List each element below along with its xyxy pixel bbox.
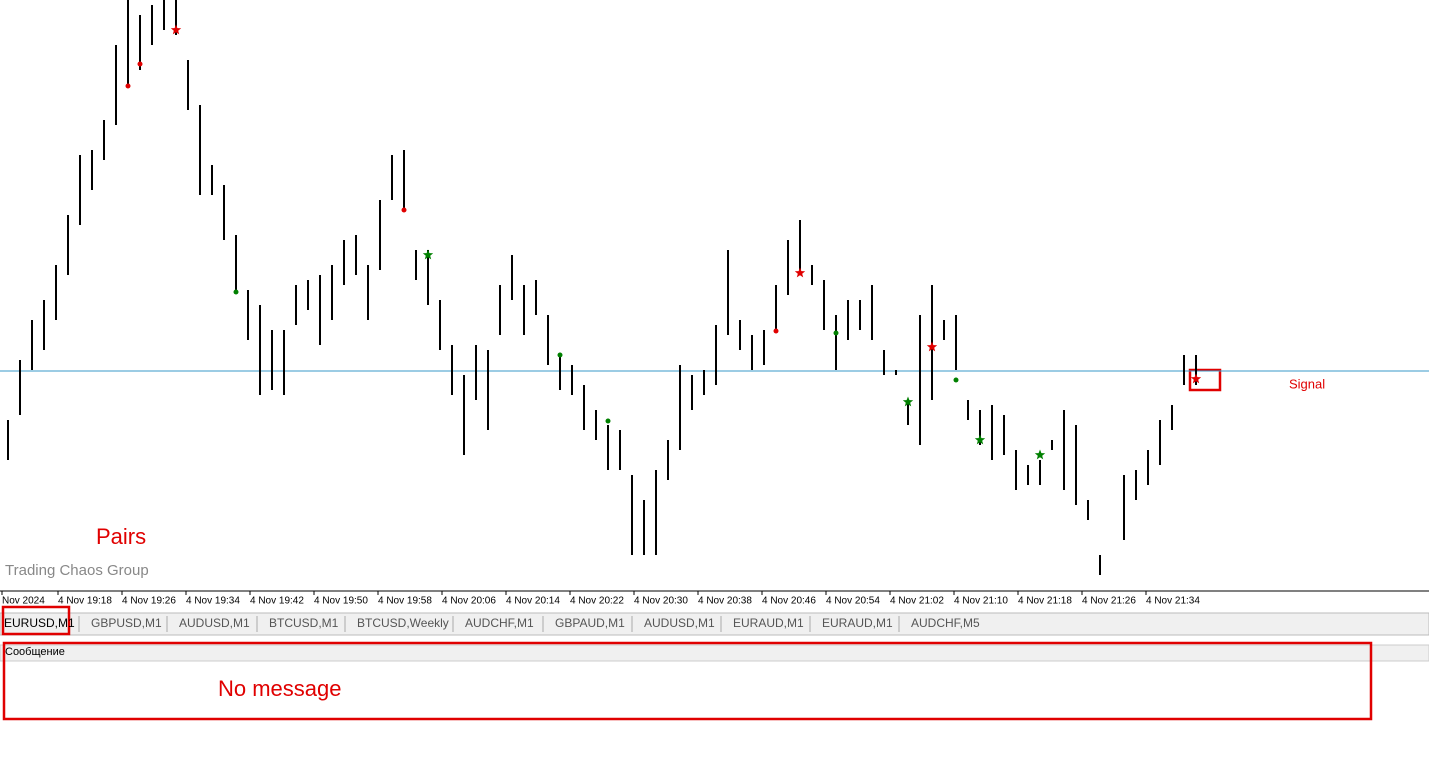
chart-tab[interactable]: GBPUSD,M1 xyxy=(91,616,162,630)
signal-star xyxy=(902,396,914,407)
signal-label: Signal xyxy=(1289,376,1325,391)
x-tick-label: 4 Nov 20:46 xyxy=(762,596,816,607)
x-tick-label: 4 Nov 19:26 xyxy=(122,596,176,607)
chart-tab[interactable]: AUDCHF,M1 xyxy=(465,616,534,630)
x-tick-label: 4 Nov 20:22 xyxy=(570,596,624,607)
chart-tab[interactable]: AUDCHF,M5 xyxy=(911,616,980,630)
panel-header xyxy=(0,644,1429,662)
signal-dot xyxy=(137,61,143,67)
x-tick-label: 4 Nov 20:30 xyxy=(634,596,688,607)
x-tick-label: 4 Nov 21:26 xyxy=(1082,596,1136,607)
chart-tab[interactable]: EURAUD,M1 xyxy=(733,616,804,630)
annotation: Pairs xyxy=(96,524,146,549)
annotation: No message xyxy=(218,676,342,701)
highlight-box xyxy=(2,641,1373,721)
highlight-box xyxy=(1,605,71,636)
signal-star xyxy=(422,249,434,260)
signal-dot xyxy=(401,207,407,213)
signal-star xyxy=(170,24,182,35)
panel-title: Сообщение xyxy=(5,646,65,658)
x-tick-label: 4 Nov 20:54 xyxy=(826,596,880,607)
chart-tab[interactable]: AUDUSD,M1 xyxy=(644,616,715,630)
chart-tab[interactable]: EURAUD,M1 xyxy=(822,616,893,630)
signal-dot xyxy=(557,352,563,358)
watermark: Trading Chaos Group xyxy=(5,562,149,579)
x-tick-label: 4 Nov 19:58 xyxy=(378,596,432,607)
x-tick-label: 4 Nov 20:06 xyxy=(442,596,496,607)
x-tick-label: 4 Nov 21:10 xyxy=(954,596,1008,607)
x-tick-label: 4 Nov 21:18 xyxy=(1018,596,1072,607)
chart-tab[interactable]: GBPAUD,M1 xyxy=(555,616,625,630)
signal-dot xyxy=(605,418,611,424)
signal-star xyxy=(1190,373,1202,384)
x-tick-label: 4 Nov 19:34 xyxy=(186,596,240,607)
signal-star xyxy=(926,341,938,352)
signal-dot xyxy=(773,328,779,334)
tab-bar xyxy=(0,612,1429,636)
x-tick-label: 4 Nov 21:02 xyxy=(890,596,944,607)
signal-dot xyxy=(125,83,131,89)
signal-dot xyxy=(833,330,839,336)
chart-tab[interactable]: BTCUSD,M1 xyxy=(269,616,339,630)
highlight-box xyxy=(1188,368,1222,392)
x-tick-label: 4 Nov 20:38 xyxy=(698,596,752,607)
x-tick-label: 4 Nov 19:42 xyxy=(250,596,304,607)
signal-star xyxy=(794,267,806,278)
chart-tab[interactable]: BTCUSD,Weekly xyxy=(357,616,449,630)
signal-dot xyxy=(233,289,239,295)
chart-tab[interactable]: AUDUSD,M1 xyxy=(179,616,250,630)
x-tick-label: 4 Nov 19:50 xyxy=(314,596,368,607)
signal-dot xyxy=(953,377,959,383)
signal-star xyxy=(1034,449,1046,460)
chart-tab[interactable]: EURUSD,M1 xyxy=(4,616,75,630)
x-tick-label: 4 Nov 21:34 xyxy=(1146,596,1200,607)
signal-star xyxy=(974,434,986,445)
x-tick-label: Nov 2024 xyxy=(2,596,45,607)
x-tick-label: 4 Nov 19:18 xyxy=(58,596,112,607)
x-tick-label: 4 Nov 20:14 xyxy=(506,596,560,607)
